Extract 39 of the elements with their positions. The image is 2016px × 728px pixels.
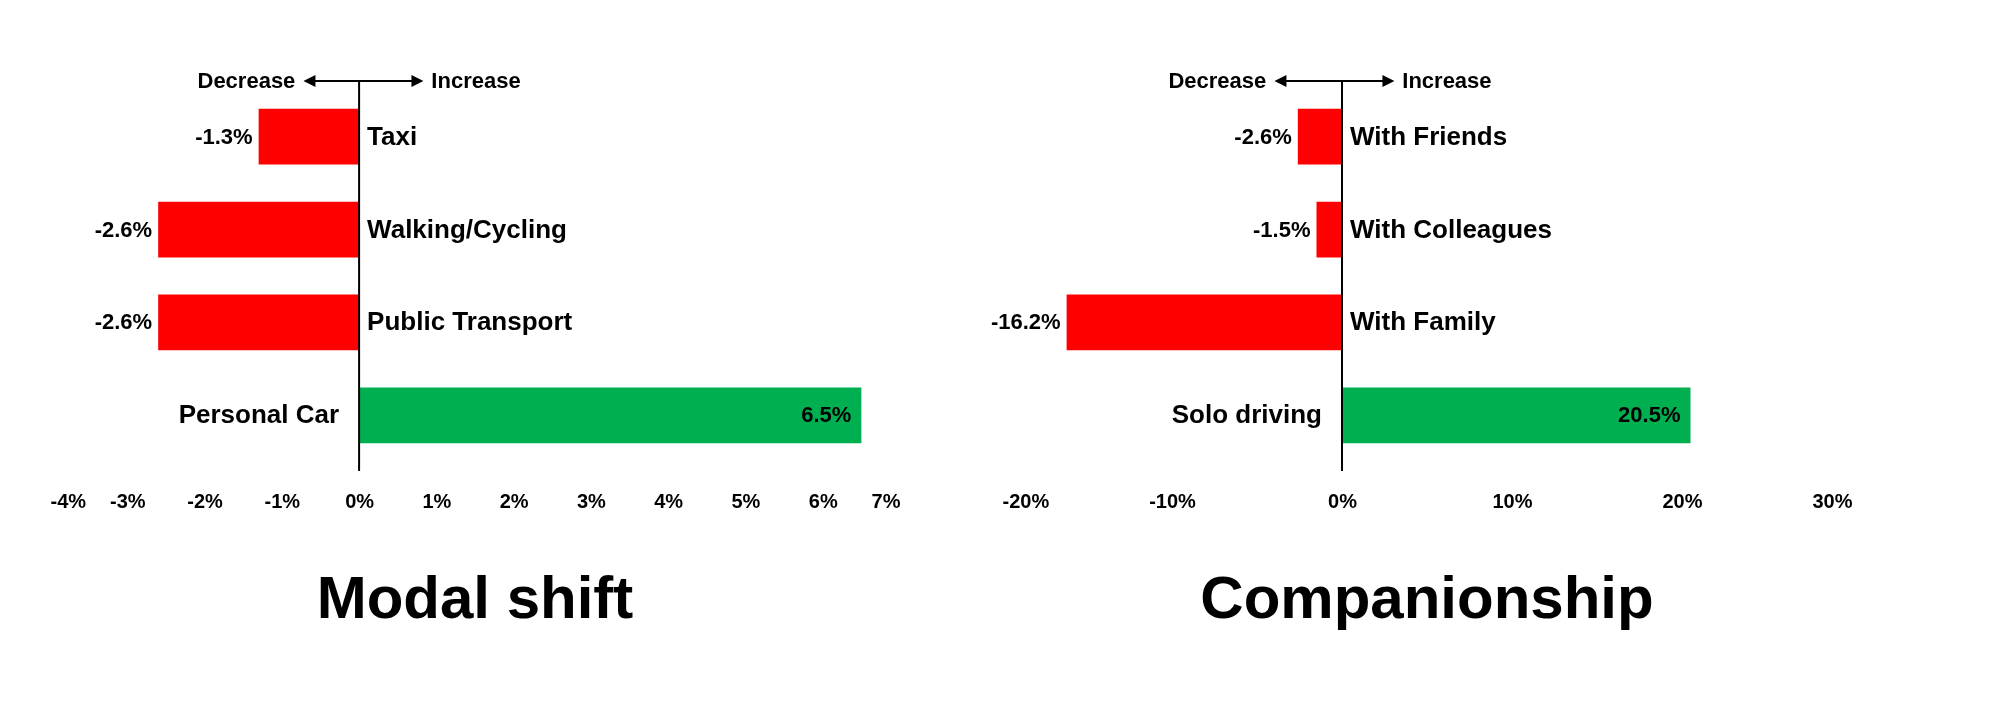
- y-tick-label: Taxi: [367, 120, 418, 151]
- annotation: Decrease: [197, 68, 296, 94]
- x-tick-label: 0%: [1328, 489, 1358, 512]
- x-tick-label: 20%: [1662, 489, 1703, 512]
- x-tick-label: -3%: [109, 489, 146, 512]
- y-tick-label: With Friends: [1350, 120, 1508, 151]
- y-tick-label: Walking/Cycling: [367, 213, 567, 244]
- x-tick-label: -20%: [1002, 489, 1050, 512]
- x-tick-label: 6%: [808, 489, 838, 512]
- annotation: Increase: [1402, 68, 1492, 94]
- x-tick-label: 2%: [499, 489, 529, 512]
- annotation: Decrease: [1168, 68, 1267, 94]
- text: Modal shift: [316, 564, 634, 631]
- y-tick-label: Public Transport: [367, 306, 573, 337]
- data-label: -1.5%: [1253, 216, 1311, 242]
- data-label: -2.6%: [1234, 123, 1292, 149]
- x-tick-label: 0%: [345, 489, 375, 512]
- data-label: 20.5%: [1618, 402, 1681, 428]
- y-tick-label: Personal Car: [178, 399, 340, 430]
- data-label: -16.2%: [990, 309, 1061, 335]
- y-tick-label: With Colleagues: [1350, 213, 1553, 244]
- x-tick-label: 30%: [1812, 489, 1853, 512]
- data-label: 6.5%: [801, 402, 852, 428]
- x-tick-label: -10%: [1149, 489, 1197, 512]
- x-tick-label: 10%: [1492, 489, 1533, 512]
- annotation: Increase: [431, 68, 521, 94]
- x-tick-label: 5%: [731, 489, 761, 512]
- y-tick-label: With Family: [1350, 306, 1497, 337]
- x-tick-label: 1%: [422, 489, 452, 512]
- x-tick-label: 7%: [871, 489, 901, 512]
- x-tick-label: -1%: [264, 489, 301, 512]
- x-tick-label: 3%: [576, 489, 607, 512]
- x-tick-label: -4%: [50, 489, 87, 512]
- data-label: -1.3%: [195, 123, 253, 149]
- x-tick-label: -2%: [187, 489, 224, 512]
- data-label: -2.6%: [94, 309, 153, 335]
- x-tick-label: 4%: [654, 489, 684, 512]
- data-label: -2.6%: [94, 216, 153, 242]
- y-tick-label: Solo driving: [1171, 399, 1322, 430]
